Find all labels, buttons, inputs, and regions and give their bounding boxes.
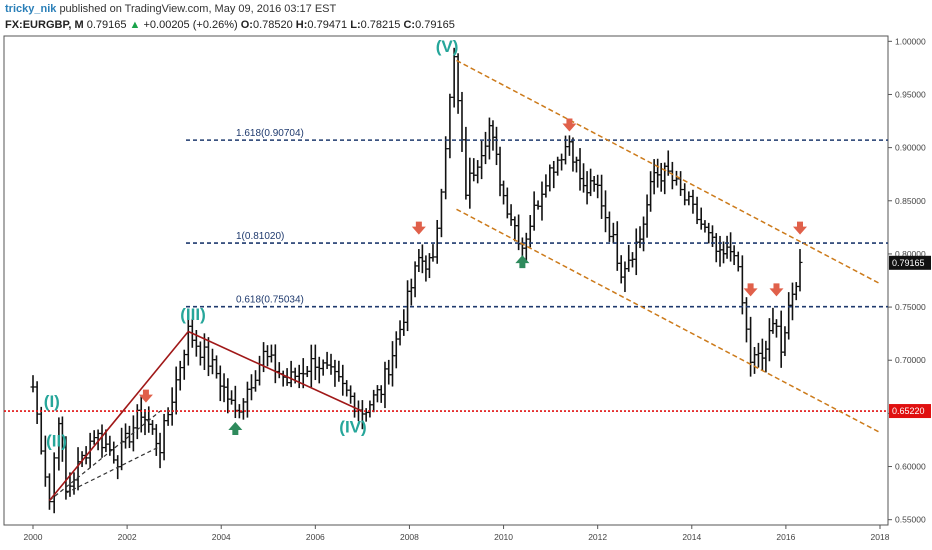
ohlc-line: FX:EURGBP, M 0.79165 ▲ +0.00205 (+0.26%)… <box>5 19 455 31</box>
y-tick-label: 1.00000 <box>895 36 926 46</box>
low-value: 0.78215 <box>360 19 401 31</box>
low-label: L: <box>350 19 361 31</box>
fib-level-label: 0.618(0.75034) <box>236 295 304 306</box>
last-price: 0.79165 <box>86 19 127 31</box>
y-tick-label: 0.55000 <box>895 515 926 525</box>
x-tick-label: 2004 <box>212 532 231 542</box>
support-price-tag-bg <box>889 404 931 419</box>
x-tick-label: 2016 <box>776 532 795 542</box>
down-arrow-icon <box>743 283 758 297</box>
down-arrow-icon <box>411 221 426 235</box>
x-tick-label: 2002 <box>118 532 137 542</box>
fib-level-label: 1.618(0.90704) <box>236 128 304 139</box>
last-price-tag-bg <box>889 255 931 270</box>
close-label: C: <box>403 19 416 31</box>
chart-header: tricky_nik published on TradingView.com,… <box>0 0 932 34</box>
down-arrow-icon <box>793 221 808 235</box>
close-value: 0.79165 <box>415 19 455 31</box>
y-tick-label: 0.80000 <box>895 249 926 259</box>
triangle-line <box>65 445 161 494</box>
up-arrow-icon <box>515 255 530 269</box>
up-arrow-icon <box>228 422 243 436</box>
wave-label: (IV) <box>339 418 366 437</box>
trend-line <box>187 330 363 412</box>
y-tick-label: 0.90000 <box>895 143 926 153</box>
symbol-label: FX:EURGBP, M <box>5 19 84 31</box>
publish-info: published on TradingView.com, May 09, 20… <box>59 3 337 15</box>
y-tick-label: 0.60000 <box>895 462 926 472</box>
high-value: 0.79471 <box>307 19 348 31</box>
y-tick-label: 0.75000 <box>895 302 926 312</box>
price-change: +0.00205 (+0.26%) <box>143 19 238 31</box>
x-tick-label: 2006 <box>306 532 325 542</box>
support-price-tag: 0.65220 <box>892 406 925 416</box>
wave-label: (III) <box>180 305 206 324</box>
down-arrow-icon <box>769 283 784 297</box>
plot-area <box>3 35 889 526</box>
publish-line: tricky_nik published on TradingView.com,… <box>5 3 336 15</box>
x-tick-label: 2018 <box>871 532 890 542</box>
x-tick-label: 2010 <box>494 532 513 542</box>
wave-label: (II) <box>46 431 67 450</box>
author-name[interactable]: tricky_nik <box>5 3 57 15</box>
triangle-line <box>49 410 161 502</box>
down-arrow-icon <box>138 389 153 403</box>
fib-level-label: 1(0.81020) <box>236 231 284 242</box>
wave-label: (V) <box>436 37 459 56</box>
x-tick-label: 2012 <box>588 532 607 542</box>
last-price-tag: 0.79165 <box>892 258 925 268</box>
wave-label: (I) <box>44 392 60 411</box>
up-triangle-icon: ▲ <box>129 19 141 31</box>
high-label: H: <box>295 19 308 31</box>
x-tick-label: 2000 <box>24 532 43 542</box>
x-tick-label: 2014 <box>682 532 701 542</box>
open-value: 0.78520 <box>252 19 293 31</box>
y-tick-label: 0.95000 <box>895 89 926 99</box>
y-tick-label: 0.70000 <box>895 355 926 365</box>
x-tick-label: 2008 <box>400 532 419 542</box>
down-arrow-icon <box>562 118 577 132</box>
trend-line <box>48 331 189 502</box>
open-label: O: <box>240 19 253 31</box>
y-tick-label: 0.85000 <box>895 196 926 206</box>
